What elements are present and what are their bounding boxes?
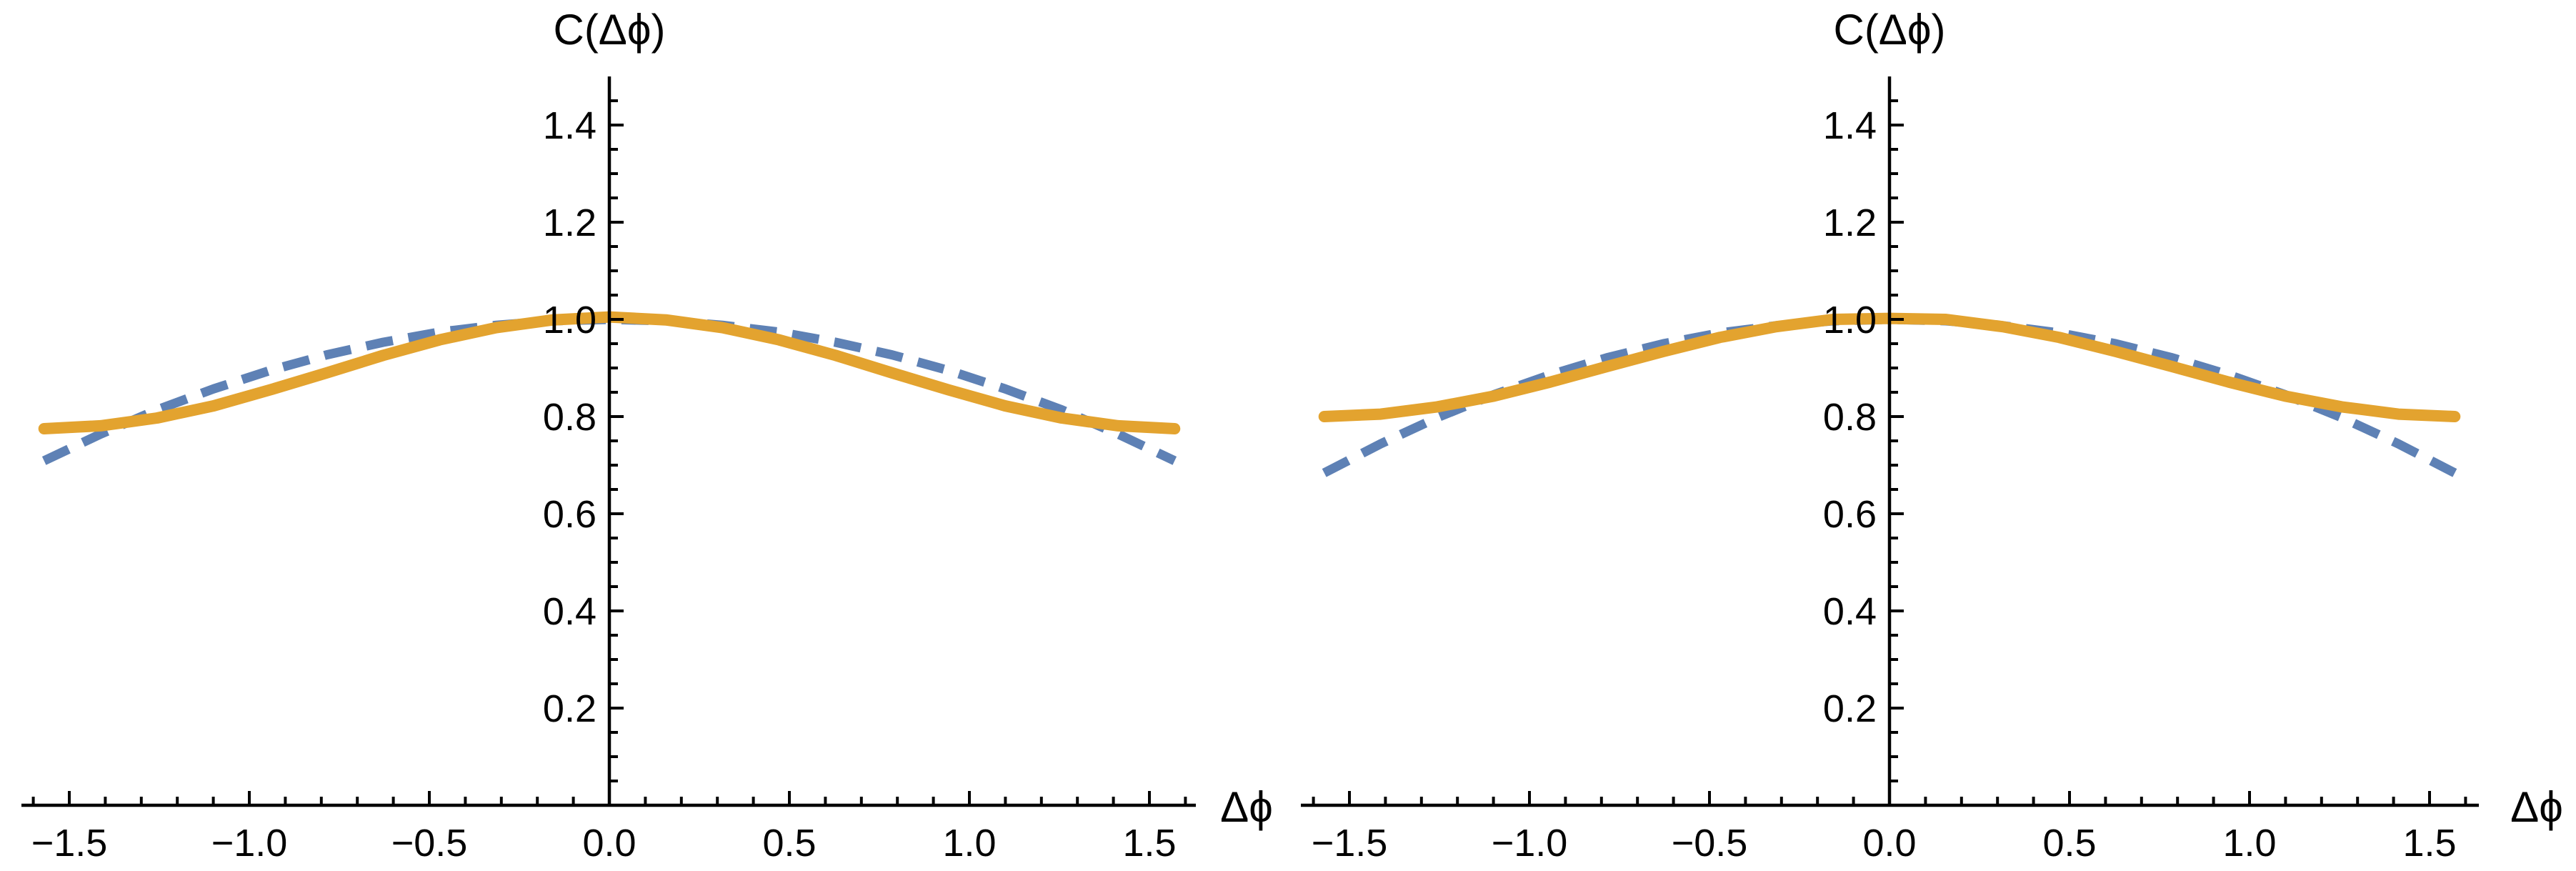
axes-layer-right: −1.5 −1.0 −0.5 0.0 0.5 1.0 1.5 0.2 0.4 0.6 0.8 1.0 1…	[1301, 76, 2479, 865]
correlation-plot-left: −1.5 −1.0 −0.5 0.0 0.5 1.0 1.5 0.2 0.4 0.6 0.8 1.0 1…	[21, 6, 1273, 865]
correlation-plot-right: −1.5 −1.0 −0.5 0.0 0.5 1.0 1.5 0.2 0.4 0.6 0.8 1.0 1…	[1301, 6, 2563, 865]
y-tick-label: 0.6	[1823, 493, 1877, 536]
y-tick-label: 1.0	[1823, 299, 1877, 342]
y-tick-label: 0.4	[1823, 590, 1877, 633]
x-tick-label: −0.5	[391, 822, 468, 865]
y-tick-label: 1.2	[1823, 201, 1877, 244]
y-tick-label: 0.2	[543, 687, 596, 730]
x-axis-label: Δϕ	[1220, 783, 1273, 831]
x-tick-label: 0.5	[2042, 822, 2096, 865]
x-tick-label: 1.0	[942, 822, 996, 865]
x-tick-label: −0.5	[1672, 822, 1748, 865]
x-tick-label: 0.0	[1862, 822, 1916, 865]
y-tick-label: 0.6	[543, 493, 596, 536]
y-tick-label: 1.0	[543, 299, 596, 342]
x-tick-label: 1.5	[1122, 822, 1176, 865]
x-tick-label: 0.5	[762, 822, 816, 865]
x-tick-label: −1.0	[1492, 822, 1568, 865]
plot-title: C(Δϕ)	[554, 6, 666, 54]
y-tick-label: 1.2	[543, 201, 596, 244]
plot-title: C(Δϕ)	[1834, 6, 1946, 54]
y-tick-label: 0.4	[543, 590, 596, 633]
y-tick-label: 0.8	[1823, 396, 1877, 439]
x-tick-label: −1.5	[1312, 822, 1388, 865]
y-tick-label: 0.2	[1823, 687, 1877, 730]
x-tick-label: 0.0	[582, 822, 636, 865]
x-tick-label: −1.0	[211, 822, 288, 865]
x-axis-label: Δϕ	[2510, 783, 2563, 831]
y-tick-label: 0.8	[543, 396, 596, 439]
y-tick-label: 1.4	[543, 104, 596, 147]
x-tick-label: −1.5	[31, 822, 108, 865]
axes-layer-left: −1.5 −1.0 −0.5 0.0 0.5 1.0 1.5 0.2 0.4 0.6 0.8 1.0 1…	[21, 76, 1196, 865]
x-tick-label: 1.5	[2402, 822, 2456, 865]
y-tick-label: 1.4	[1823, 104, 1877, 147]
x-tick-label: 1.0	[2222, 822, 2276, 865]
